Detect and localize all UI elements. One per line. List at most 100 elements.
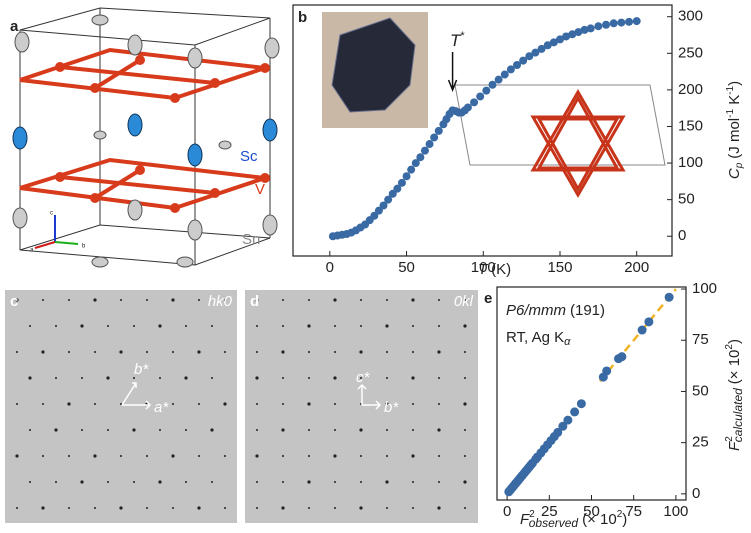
point bbox=[664, 292, 674, 302]
vectors bbox=[121, 382, 382, 410]
point bbox=[531, 48, 540, 57]
point bbox=[525, 52, 534, 61]
spot bbox=[172, 507, 174, 509]
spot bbox=[185, 429, 187, 431]
spot bbox=[438, 299, 440, 301]
spot bbox=[29, 481, 31, 483]
spot bbox=[197, 506, 201, 510]
point bbox=[543, 41, 552, 50]
panel-label: a bbox=[10, 18, 19, 35]
spot bbox=[412, 351, 414, 353]
label-part: (K) bbox=[491, 261, 511, 278]
point bbox=[562, 32, 571, 41]
spot bbox=[412, 403, 414, 405]
spot bbox=[463, 480, 467, 484]
point bbox=[568, 30, 577, 39]
spot bbox=[198, 299, 200, 301]
y-tick-label: 50 bbox=[692, 382, 709, 399]
spot bbox=[282, 481, 284, 483]
spot bbox=[224, 455, 226, 457]
spot bbox=[185, 481, 187, 483]
diffraction-spots bbox=[15, 298, 467, 510]
spot bbox=[359, 350, 363, 354]
spot bbox=[308, 351, 310, 353]
spot bbox=[334, 403, 336, 405]
point bbox=[470, 98, 479, 107]
label-part: (× 10 bbox=[726, 350, 743, 385]
point bbox=[494, 75, 503, 84]
spot bbox=[172, 403, 174, 405]
spot bbox=[16, 507, 18, 509]
label-part: T bbox=[478, 261, 489, 278]
spot bbox=[55, 377, 57, 379]
spot bbox=[198, 455, 200, 457]
point bbox=[463, 103, 472, 112]
spot bbox=[308, 429, 310, 431]
spot bbox=[334, 429, 336, 431]
spot bbox=[464, 429, 466, 431]
label-part: calculated bbox=[731, 388, 745, 442]
spot bbox=[256, 403, 258, 405]
spot bbox=[256, 481, 258, 483]
vector-label: b* bbox=[134, 361, 149, 378]
point bbox=[500, 70, 509, 79]
spot bbox=[281, 350, 285, 354]
axis-label: c bbox=[50, 211, 53, 217]
x-tick-label: 75 bbox=[625, 503, 642, 520]
spot bbox=[255, 454, 259, 458]
point bbox=[402, 172, 411, 181]
spot bbox=[307, 324, 311, 328]
axis-label: b bbox=[82, 244, 86, 250]
spot bbox=[211, 481, 213, 483]
spot bbox=[281, 428, 285, 432]
panel-label: d bbox=[250, 293, 259, 310]
label-part: T bbox=[450, 31, 462, 50]
label-part: p bbox=[734, 162, 745, 169]
spot bbox=[282, 403, 284, 405]
spot bbox=[93, 454, 97, 458]
point bbox=[407, 165, 416, 174]
label-part: F bbox=[726, 441, 743, 451]
point bbox=[430, 133, 439, 142]
spot bbox=[360, 481, 362, 483]
spot bbox=[16, 351, 18, 353]
spot bbox=[463, 324, 467, 328]
spot bbox=[464, 377, 466, 379]
x-tick-label: 50 bbox=[398, 259, 415, 276]
spot bbox=[360, 377, 362, 379]
diffraction-image bbox=[245, 290, 478, 523]
structure-panel: c a b Sc V Sn a bbox=[5, 5, 280, 278]
point bbox=[519, 56, 528, 65]
point bbox=[425, 140, 434, 149]
point bbox=[580, 25, 589, 34]
y-tick-label: 100 bbox=[678, 154, 703, 171]
spot bbox=[463, 402, 467, 406]
annotation: RT, Ag Kα bbox=[506, 329, 571, 348]
spot bbox=[437, 428, 441, 432]
y-tick-label: 100 bbox=[692, 280, 717, 297]
spot bbox=[81, 429, 83, 431]
spot bbox=[119, 350, 123, 354]
point bbox=[411, 159, 420, 168]
spot bbox=[385, 324, 389, 328]
spot bbox=[282, 377, 284, 379]
vector-label: a* bbox=[154, 399, 169, 416]
spot bbox=[146, 507, 148, 509]
spot bbox=[464, 455, 466, 457]
spot bbox=[159, 429, 161, 431]
spot bbox=[68, 299, 70, 301]
spot bbox=[360, 455, 362, 457]
spot bbox=[307, 480, 311, 484]
spot bbox=[438, 377, 440, 379]
point bbox=[374, 206, 383, 215]
point bbox=[576, 399, 586, 409]
spot bbox=[132, 428, 136, 432]
spot bbox=[308, 299, 310, 301]
spot bbox=[333, 376, 337, 380]
kagome-star bbox=[530, 88, 626, 199]
y-tick-label: 150 bbox=[678, 117, 703, 134]
spot bbox=[120, 455, 122, 457]
x-axis-label: F2 observed (× 102) bbox=[520, 509, 627, 531]
spot bbox=[67, 402, 71, 406]
spot bbox=[146, 299, 148, 301]
